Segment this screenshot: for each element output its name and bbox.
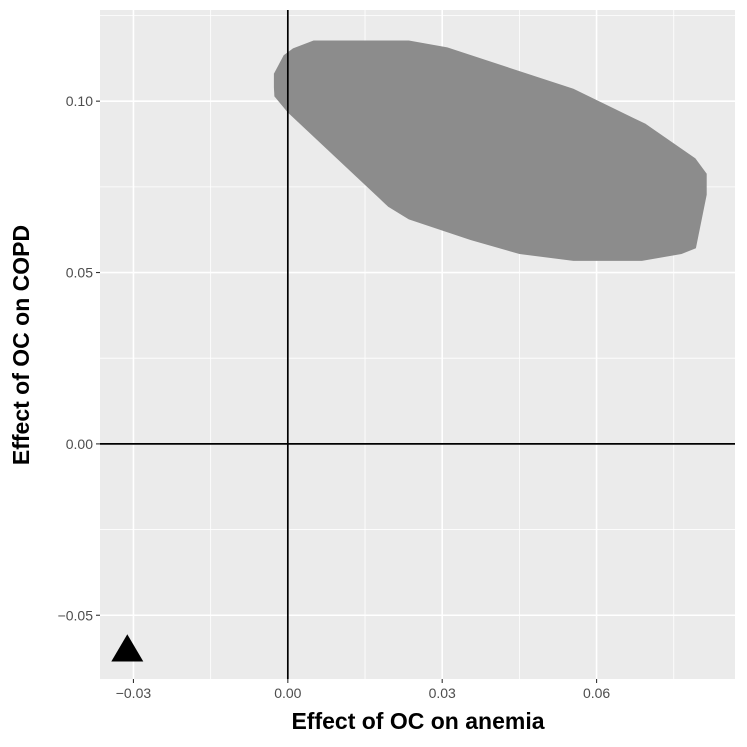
y-tick-label: 0.00: [66, 436, 93, 452]
y-tick-label: 0.10: [66, 93, 93, 109]
x-axis-title: Effect of OC on anemia: [291, 708, 544, 734]
region-polygon: [273, 40, 707, 261]
x-tick-label: 0.03: [429, 685, 456, 701]
points-layer: [111, 634, 144, 662]
y-axis-title: Effect of OC on COPD: [8, 225, 34, 465]
reference-lines: [100, 10, 735, 679]
y-tick-label: 0.05: [66, 265, 93, 281]
region-layer: [273, 40, 707, 261]
triangle-point-marker: [111, 634, 144, 662]
y-axis: −0.05 0.00 0.05 0.10: [58, 93, 100, 623]
y-tick-label: −0.05: [58, 607, 94, 623]
x-tick-label: −0.03: [116, 685, 152, 701]
x-tick-label: 0.06: [583, 685, 610, 701]
x-axis: −0.03 0.00 0.03 0.06: [116, 679, 610, 701]
x-tick-label: 0.00: [274, 685, 301, 701]
